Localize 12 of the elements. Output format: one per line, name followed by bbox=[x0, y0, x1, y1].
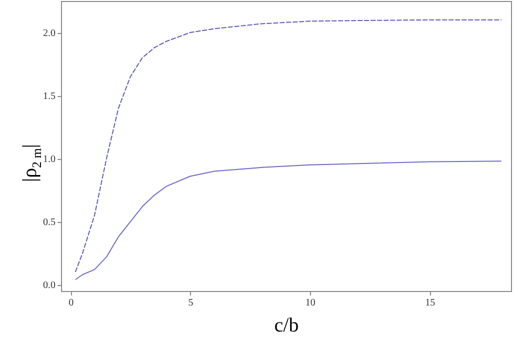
x-tick-label: 15 bbox=[425, 298, 436, 308]
x-axis-title: c/b bbox=[274, 314, 299, 336]
x-tick-label: 5 bbox=[188, 298, 194, 308]
x-tick-label: 0 bbox=[68, 298, 74, 308]
x-tick-label: 10 bbox=[305, 298, 316, 308]
line-series bbox=[74, 160, 502, 280]
y-tick-label: 0.0 bbox=[43, 280, 56, 292]
y-tick-label: 0.5 bbox=[43, 217, 56, 228]
line-series bbox=[74, 19, 502, 273]
y-tick-label: 2.0 bbox=[43, 28, 56, 40]
y-tick-label: 1.0 bbox=[43, 154, 56, 166]
y-tick-label: 1.5 bbox=[43, 91, 56, 102]
